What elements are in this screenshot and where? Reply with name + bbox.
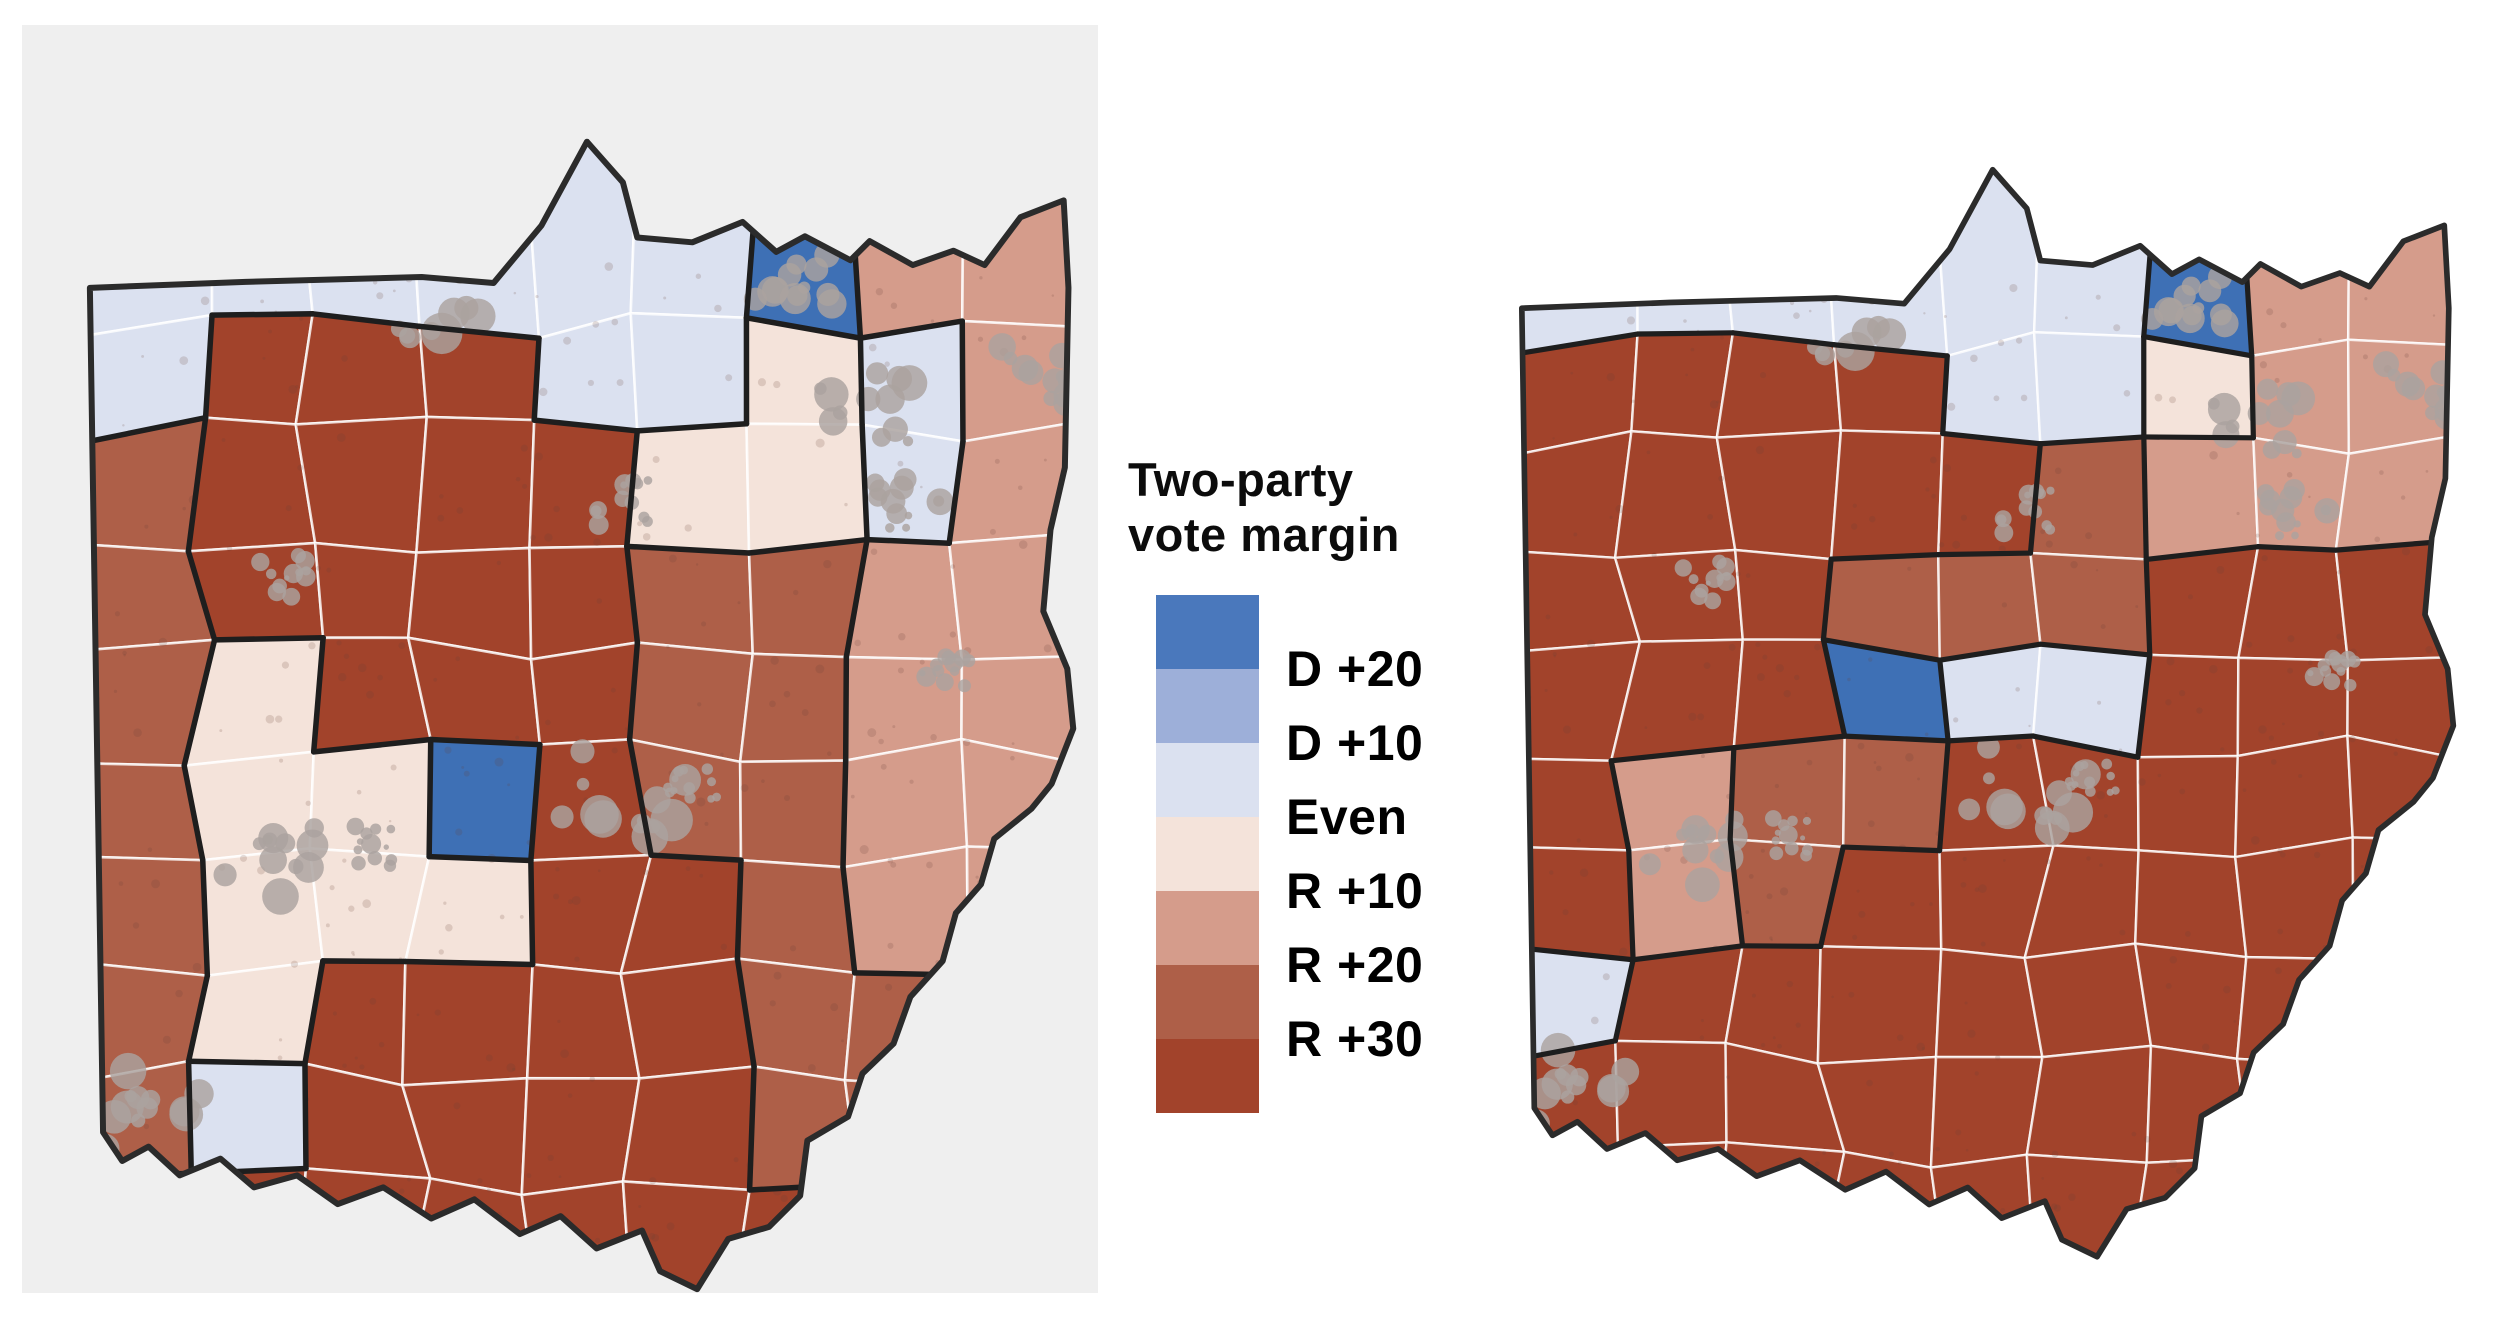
legend-swatch-4 [1156,890,1259,965]
legend-label-1: D +10 [1286,714,1424,771]
legend: Two-party vote margin D +20 D +10 Even R +1… [1128,452,1488,1155]
legend-swatch-5 [1156,964,1259,1039]
legend-swatch-2 [1156,742,1259,817]
legend-body: D +20 D +10 Even R +10 R +20 R +30 [1128,594,1488,1155]
legend-label-0: D +20 [1286,640,1424,697]
legend-label-3: R +10 [1286,862,1424,919]
legend-label-2: Even [1286,788,1408,845]
ohio-map-right [1518,166,2457,1260]
legend-title-line1: Two-party [1128,453,1354,506]
legend-swatch-0 [1156,594,1259,669]
legend-label-4: R +20 [1286,936,1424,993]
legend-title-line2: vote margin [1128,508,1400,562]
legend-swatch-3 [1156,816,1259,891]
legend-label-5: R +30 [1286,1010,1424,1067]
legend-swatch-1 [1156,668,1259,743]
legend-swatch-6 [1156,1038,1259,1113]
ohio-map-left [86,138,1077,1293]
legend-title: Two-party vote margin [1128,452,1488,563]
legend-color-ramp [1156,594,1259,1113]
